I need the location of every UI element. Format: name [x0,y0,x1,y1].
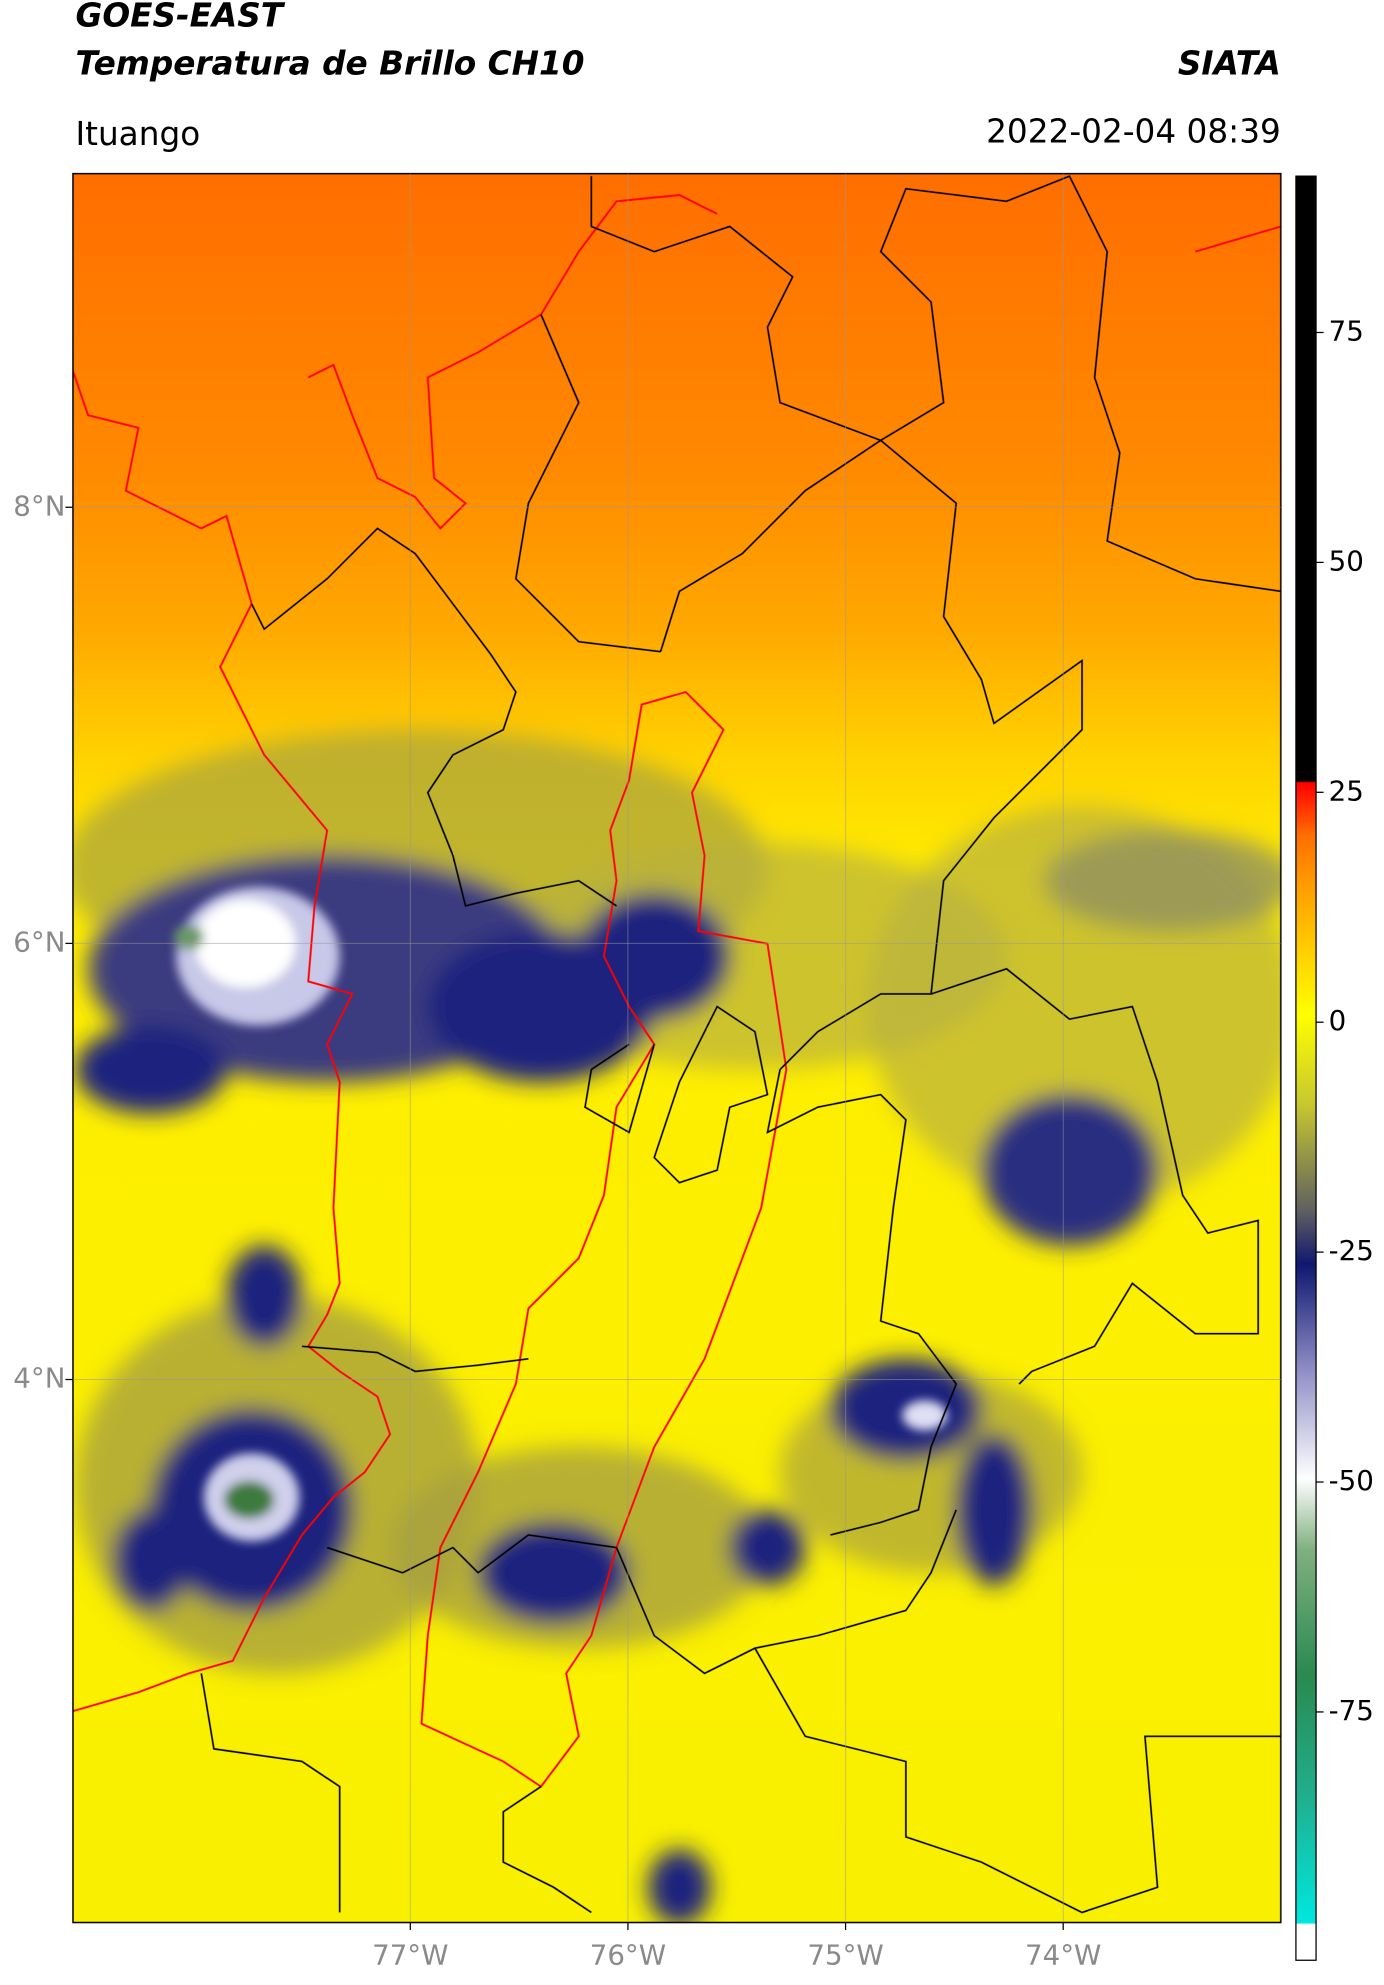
colorbar [1295,175,1317,1961]
x-tick-label: 76°W [590,1938,666,1971]
colorbar-tick-label: 75 [1329,314,1364,347]
datetime: 2022-02-04 08:39 [986,112,1281,150]
map-frame [72,172,1282,1924]
source: SIATA [1178,44,1281,82]
x-tick-label: 74°W [1025,1938,1101,1971]
colorbar-tick-label: -25 [1329,1234,1374,1267]
location: Ituango [75,115,200,153]
x-tick-label: 77°W [372,1938,448,1971]
map-image [72,173,1281,1923]
y-tick-label: 6°N [13,925,65,958]
x-tick-label: 75°W [807,1938,883,1971]
colorbar-tick-label: 0 [1329,1004,1347,1037]
y-tick-label: 4°N [13,1362,65,1395]
colorbar-tick-label: -50 [1329,1464,1374,1497]
subtitle: Temperatura de Brillo CH10 [75,44,584,82]
colorbar-tick-label: 50 [1329,544,1364,577]
y-tick-label: 8°N [13,489,65,522]
colorbar-tick-label: -75 [1329,1694,1374,1727]
colorbar-tick-label: 25 [1329,774,1364,807]
title: GOES-EAST [75,0,285,35]
